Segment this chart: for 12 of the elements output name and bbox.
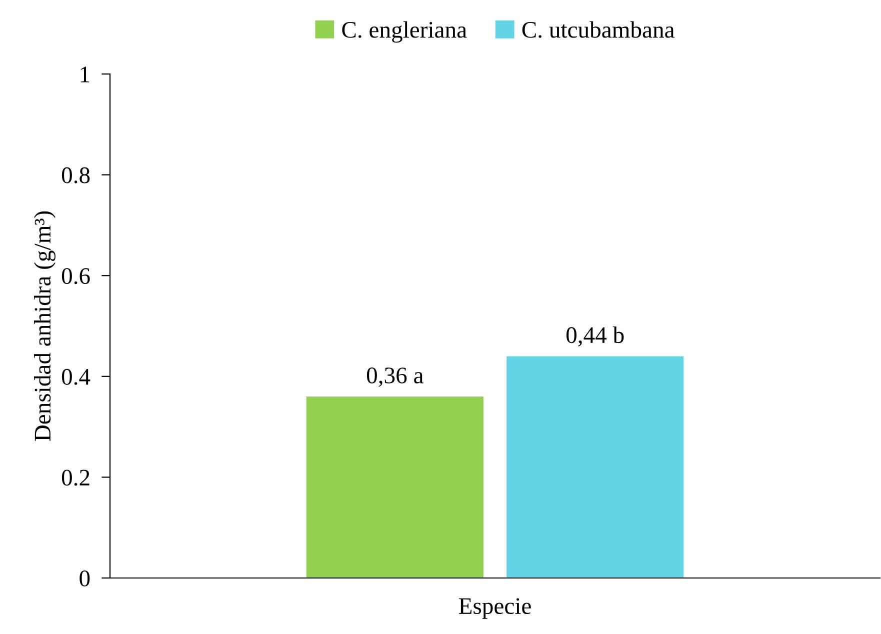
y-tick-label: 1 — [80, 66, 90, 82]
y-tick-label: 0.6 — [62, 268, 90, 284]
y-tick-label: 0.8 — [62, 167, 90, 184]
data-label: 0,36 a — [366, 367, 424, 387]
data-label: 0,44 b — [566, 326, 624, 347]
x-tick-label: Especie — [458, 598, 531, 619]
legend-label: C. engleriana — [342, 21, 467, 43]
legend-label: C. utcubambana — [522, 21, 674, 38]
y-axis-title: Densidad anhidra (g/m³) — [34, 211, 56, 441]
y-tick-label: 0.4 — [62, 368, 90, 385]
y-tick-label: 0.2 — [62, 470, 90, 486]
y-tick-label: 0 — [80, 570, 90, 586]
